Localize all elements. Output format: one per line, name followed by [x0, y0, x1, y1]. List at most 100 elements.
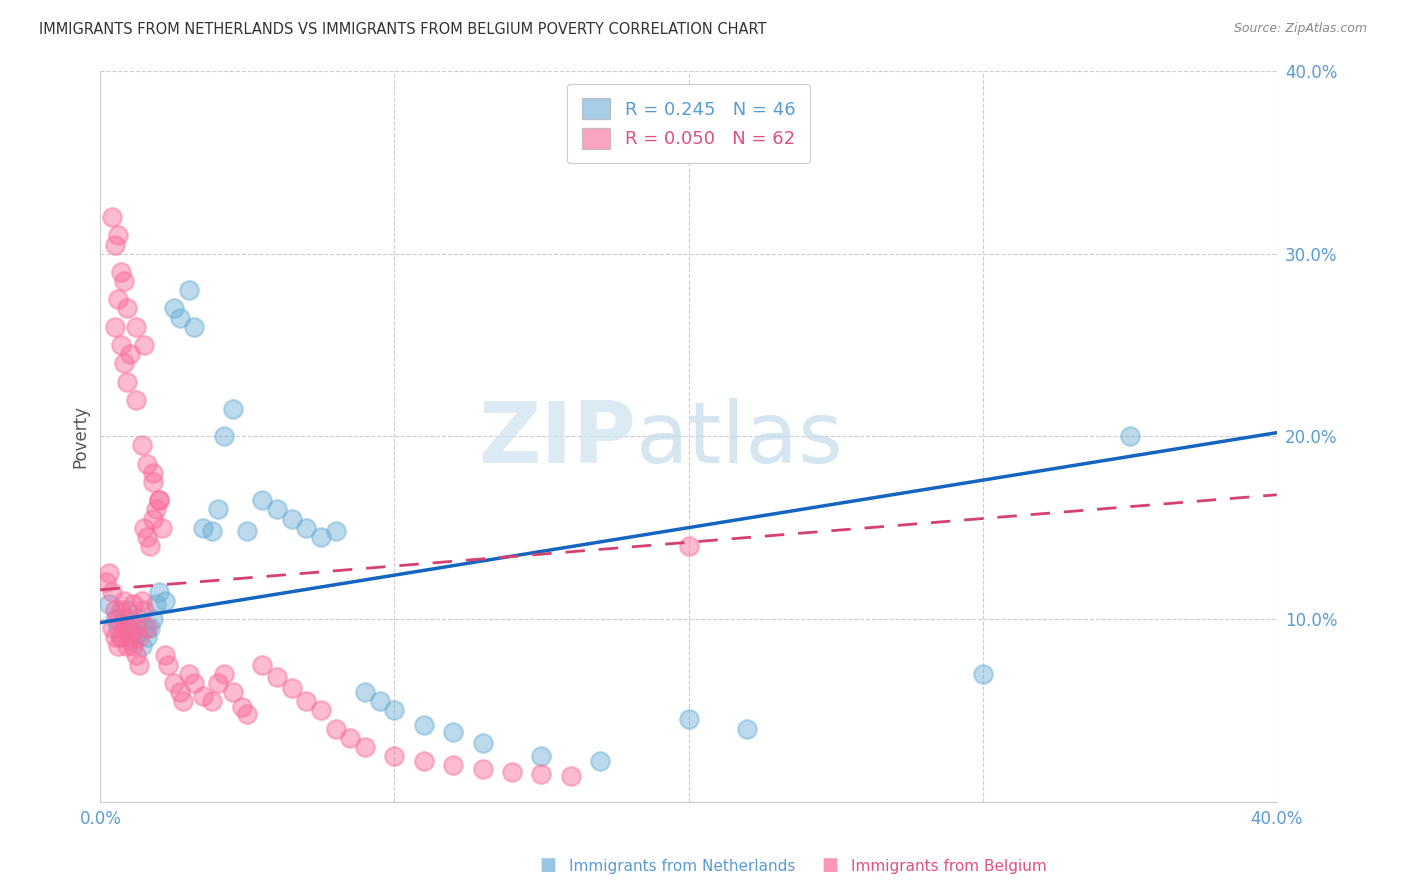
- Point: [134, 621, 156, 635]
- Point: [1118, 429, 1140, 443]
- Point: [118, 621, 141, 635]
- Point: [145, 598, 167, 612]
- Point: [131, 640, 153, 654]
- Point: [136, 621, 159, 635]
- Text: IMMIGRANTS FROM NETHERLANDS VS IMMIGRANTS FROM BELGIUM POVERTY CORRELATION CHART: IMMIGRANTS FROM NETHERLANDS VS IMMIGRANT…: [39, 22, 766, 37]
- Text: atlas: atlas: [636, 399, 844, 482]
- Point: [177, 283, 200, 297]
- Point: [131, 438, 153, 452]
- Point: [121, 640, 143, 654]
- Point: [150, 521, 173, 535]
- Point: [134, 338, 156, 352]
- Point: [266, 502, 288, 516]
- Point: [107, 621, 129, 635]
- Point: [384, 748, 406, 763]
- Point: [560, 769, 582, 783]
- Point: [222, 685, 245, 699]
- Point: [250, 493, 273, 508]
- Point: [104, 603, 127, 617]
- Y-axis label: Poverty: Poverty: [72, 405, 89, 467]
- Point: [115, 640, 138, 654]
- Point: [177, 666, 200, 681]
- Point: [124, 621, 146, 635]
- Point: [339, 731, 361, 745]
- Point: [131, 593, 153, 607]
- Text: ZIP: ZIP: [478, 399, 636, 482]
- Point: [110, 338, 132, 352]
- Point: [193, 521, 215, 535]
- Point: [98, 598, 121, 612]
- Point: [142, 475, 165, 489]
- Point: [148, 493, 170, 508]
- Point: [124, 319, 146, 334]
- Point: [384, 703, 406, 717]
- Point: [96, 575, 118, 590]
- Point: [110, 630, 132, 644]
- Point: [412, 718, 434, 732]
- Point: [134, 603, 156, 617]
- Point: [212, 429, 235, 443]
- Point: [136, 630, 159, 644]
- Point: [163, 676, 186, 690]
- Point: [148, 584, 170, 599]
- Point: [412, 755, 434, 769]
- Point: [678, 713, 700, 727]
- Point: [250, 657, 273, 672]
- Point: [169, 685, 191, 699]
- Point: [118, 630, 141, 644]
- Point: [121, 598, 143, 612]
- Point: [139, 539, 162, 553]
- Point: [501, 765, 523, 780]
- Point: [972, 666, 994, 681]
- Point: [145, 502, 167, 516]
- Point: [104, 612, 127, 626]
- Point: [201, 524, 224, 539]
- Point: [156, 657, 179, 672]
- Text: Immigrants from Belgium: Immigrants from Belgium: [851, 859, 1046, 874]
- Point: [121, 633, 143, 648]
- Point: [136, 530, 159, 544]
- Point: [309, 530, 332, 544]
- Point: [104, 319, 127, 334]
- Point: [678, 539, 700, 553]
- Point: [110, 265, 132, 279]
- Point: [172, 694, 194, 708]
- Point: [115, 301, 138, 316]
- Point: [128, 612, 150, 626]
- Point: [530, 767, 553, 781]
- Point: [104, 630, 127, 644]
- Point: [142, 612, 165, 626]
- Point: [104, 237, 127, 252]
- Point: [107, 293, 129, 307]
- Point: [441, 725, 464, 739]
- Point: [222, 401, 245, 416]
- Point: [124, 626, 146, 640]
- Point: [148, 493, 170, 508]
- Point: [98, 566, 121, 581]
- Point: [441, 758, 464, 772]
- Point: [183, 676, 205, 690]
- Point: [266, 670, 288, 684]
- Point: [153, 648, 176, 663]
- Point: [325, 722, 347, 736]
- Point: [354, 739, 377, 754]
- Point: [110, 603, 132, 617]
- Point: [231, 699, 253, 714]
- Point: [115, 375, 138, 389]
- Point: [530, 748, 553, 763]
- Point: [737, 722, 759, 736]
- Point: [193, 689, 215, 703]
- Point: [142, 466, 165, 480]
- Text: Immigrants from Netherlands: Immigrants from Netherlands: [569, 859, 796, 874]
- Point: [128, 657, 150, 672]
- Point: [201, 694, 224, 708]
- Point: [124, 392, 146, 407]
- Point: [471, 736, 494, 750]
- Point: [101, 621, 124, 635]
- Point: [101, 584, 124, 599]
- Point: [118, 612, 141, 626]
- Point: [169, 310, 191, 325]
- Point: [142, 511, 165, 525]
- Point: [136, 457, 159, 471]
- Point: [134, 521, 156, 535]
